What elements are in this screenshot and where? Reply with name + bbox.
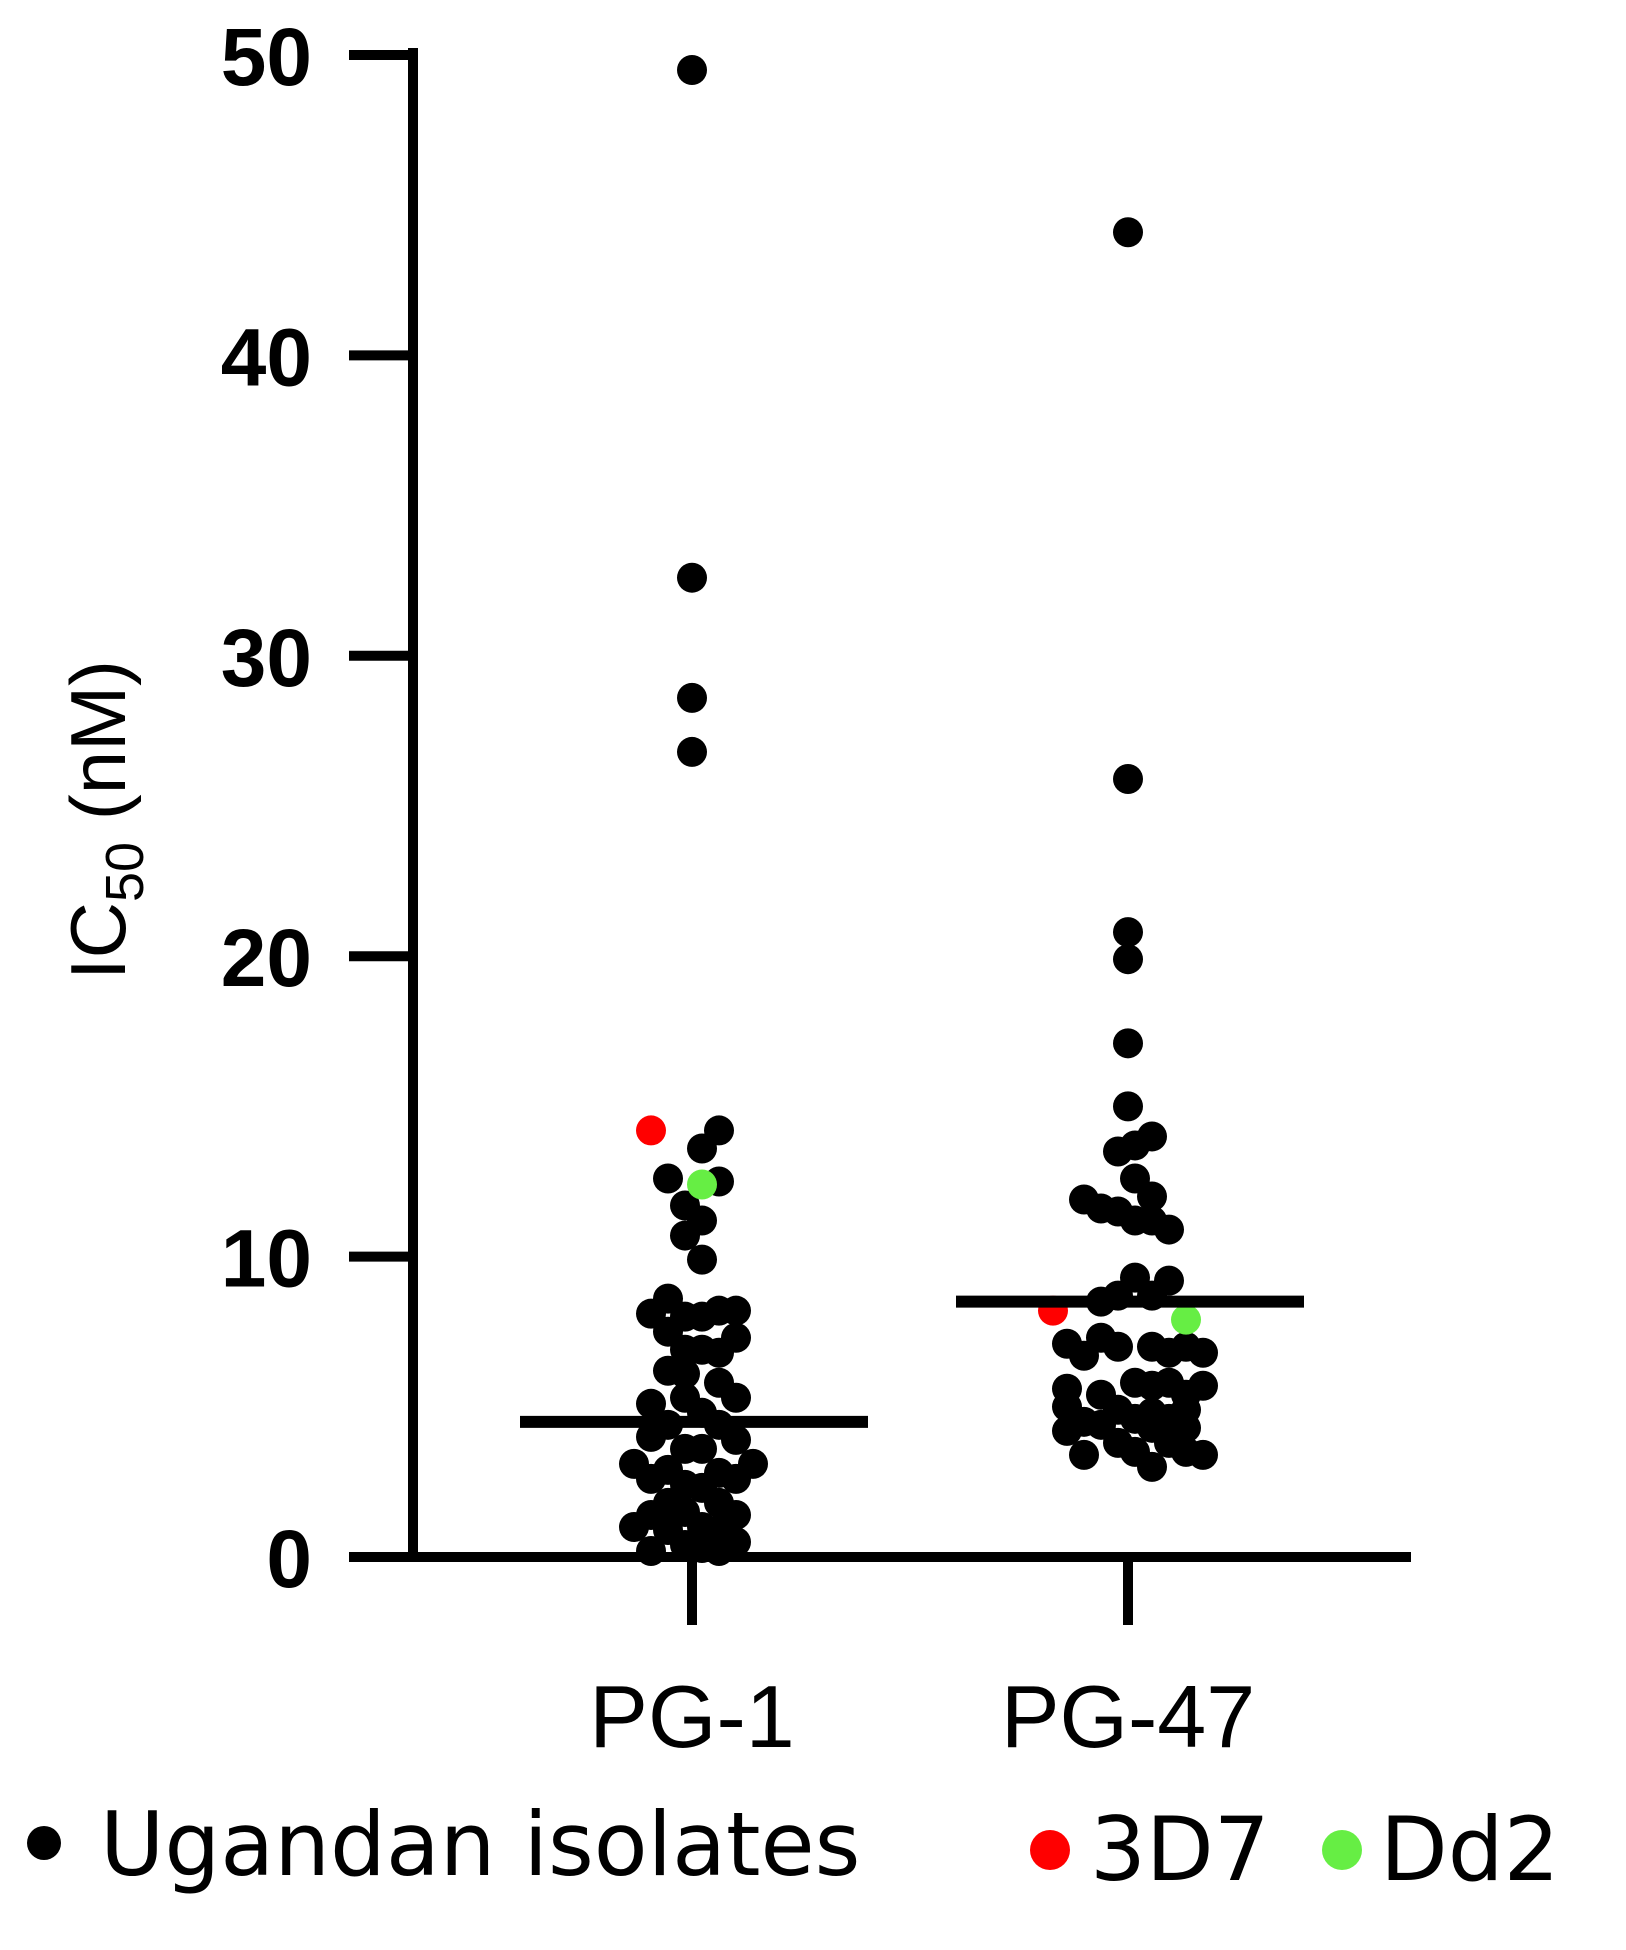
data-points [619, 55, 1218, 1566]
point-ugandan-isolates [1154, 1214, 1184, 1245]
y-tick-label: 0 [266, 1514, 312, 1605]
point-ugandan-isolates [1188, 1439, 1218, 1470]
point-ugandan-isolates [1069, 1340, 1099, 1371]
point-dd2 [1171, 1304, 1201, 1335]
point-ugandan-isolates [1052, 1415, 1082, 1446]
x-tick-label: PG-47 [1001, 1667, 1255, 1766]
point-ugandan-isolates [1137, 1451, 1167, 1482]
point-ugandan-isolates [677, 682, 707, 713]
point-ugandan-isolates [670, 1358, 700, 1389]
y-tick-label: 10 [221, 1214, 312, 1305]
point-ugandan-isolates [687, 1433, 717, 1464]
legend-label-dd2: Dd2 [1380, 1798, 1560, 1901]
legend-marker-dd2 [1322, 1830, 1362, 1870]
point-ugandan-isolates [677, 736, 707, 767]
legend-marker-ugandan [27, 1826, 61, 1860]
point-ugandan-isolates [653, 1163, 683, 1194]
point-ugandan-isolates [1113, 217, 1143, 248]
point-ugandan-isolates [1137, 1121, 1167, 1152]
point-ugandan-isolates [1103, 1331, 1133, 1362]
point-ugandan-isolates [636, 1463, 666, 1494]
point-ugandan-isolates [1113, 763, 1143, 794]
point-ugandan-isolates [1069, 1439, 1099, 1470]
legend-marker-3d7 [1030, 1830, 1070, 1870]
y-axis-label-unit: (nM) [54, 660, 142, 842]
y-axis-label: IC50 (nM) [54, 660, 155, 980]
x-ticks: PG-1 PG-47 [589, 1557, 1255, 1766]
point-ugandan-isolates [721, 1463, 751, 1494]
point-ugandan-isolates [1113, 944, 1143, 975]
point-ugandan-isolates [1113, 1091, 1143, 1122]
point-ugandan-isolates [619, 1511, 649, 1542]
x-tick-label: PG-1 [589, 1667, 794, 1766]
axes-layer [349, 48, 1411, 1562]
legend-label-3d7: 3D7 [1090, 1798, 1270, 1901]
y-axis-label-sub: 50 [95, 842, 155, 902]
point-ugandan-isolates [721, 1295, 751, 1326]
point-ugandan-isolates [1113, 917, 1143, 948]
legend-label-ugandan: Ugandan isolates [100, 1793, 861, 1896]
y-tick-label: 20 [221, 913, 312, 1004]
y-tick-label: 30 [221, 613, 312, 704]
point-ugandan-isolates [636, 1421, 666, 1452]
legend: Ugandan isolates 3D7 Dd2 [27, 1793, 1560, 1901]
y-tick-label: 50 [221, 12, 312, 103]
point-ugandan-isolates [1113, 1028, 1143, 1059]
point-3d7 [636, 1115, 666, 1146]
y-ticks: 0 10 20 30 40 50 [221, 12, 413, 1605]
point-dd2 [687, 1169, 717, 1200]
y-axis-label-main: IC [54, 902, 142, 980]
point-ugandan-isolates [721, 1526, 751, 1557]
point-ugandan-isolates [721, 1424, 751, 1455]
point-ugandan-isolates [704, 1337, 734, 1368]
point-ugandan-isolates [636, 1535, 666, 1566]
point-ugandan-isolates [677, 562, 707, 593]
point-ugandan-isolates [670, 1220, 700, 1251]
point-ugandan-isolates [721, 1382, 751, 1413]
y-tick-label: 40 [221, 312, 312, 403]
point-ugandan-isolates [687, 1244, 717, 1275]
point-ugandan-isolates [687, 1133, 717, 1164]
point-ugandan-isolates [1188, 1337, 1218, 1368]
point-ugandan-isolates [677, 55, 707, 86]
point-ugandan-isolates [1137, 1181, 1167, 1212]
point-ugandan-isolates [636, 1388, 666, 1419]
median-lines [520, 1295, 1304, 1428]
